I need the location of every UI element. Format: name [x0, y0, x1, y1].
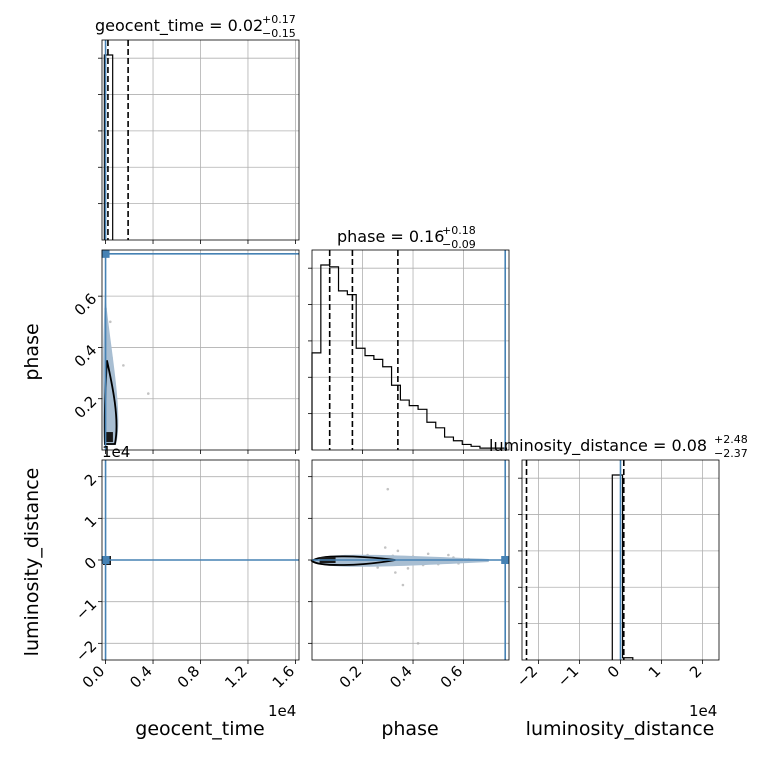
scatter-point-phase-luminosity_distance — [426, 552, 430, 556]
scatter-point-phase-luminosity_distance — [386, 487, 390, 491]
truth-marker-geocent_time-luminosity_distance — [101, 556, 110, 564]
panel-frame — [101, 459, 300, 661]
title-luminosity-distance-plus: +2.48 — [714, 433, 748, 446]
title-luminosity-distance-minus: −2.37 — [714, 447, 748, 460]
scatter-point-phase-luminosity_distance — [401, 583, 405, 587]
panel-frame — [521, 459, 720, 661]
title-phase-minus: −0.09 — [442, 238, 476, 251]
panel-frame — [101, 249, 300, 451]
scatter-point-geocent_time-phase — [109, 320, 112, 324]
offset-luminosity-distance-x: 1e4 — [689, 702, 717, 720]
title-phase-plus: +0.18 — [442, 224, 476, 237]
title-geocent-time: geocent_time = 0.02 — [95, 16, 263, 36]
grid-geocent_time-geocent_time — [102, 40, 299, 240]
offset-geocent-time: 1e4 — [268, 702, 296, 720]
truth-marker-phase-luminosity_distance — [501, 556, 510, 564]
grid-phase-phase — [312, 250, 509, 450]
offset-luminosity-distance-y: 1e4 — [102, 443, 130, 461]
contour-core — [104, 432, 113, 443]
scatter-point-phase-luminosity_distance — [416, 642, 420, 645]
scatter-point-phase-luminosity_distance — [447, 553, 450, 557]
histogram-luminosity_distance — [611, 474, 634, 660]
xlabel-phase: phase — [381, 718, 438, 740]
scatter-point-geocent_time-phase — [146, 392, 150, 395]
panel-frame — [101, 39, 300, 241]
title-geocent-time-minus: −0.15 — [262, 27, 296, 40]
panel-frame — [311, 249, 510, 451]
scatter-point-phase-luminosity_distance — [396, 549, 400, 553]
scatter-point-phase-luminosity_distance — [394, 571, 397, 574]
xlabel-luminosity-distance: luminosity_distance — [526, 718, 715, 740]
ylabel-luminosity-distance: luminosity_distance — [21, 468, 43, 657]
scatter-point-phase-luminosity_distance — [383, 546, 387, 549]
histogram-phase — [311, 264, 508, 450]
title-luminosity-distance: luminosity_distance = 0.08 — [489, 436, 707, 456]
title-geocent-time-plus: +0.17 — [262, 13, 296, 26]
scatter-point-phase-luminosity_distance — [376, 566, 379, 569]
scatter-point-geocent_time-phase — [122, 364, 125, 367]
panel-frame — [311, 459, 510, 661]
xlabel-geocent-time: geocent_time — [135, 718, 264, 740]
scatter-point-phase-luminosity_distance — [406, 567, 410, 570]
ylabel-phase: phase — [21, 323, 43, 380]
truth-marker-geocent_time-phase — [101, 249, 110, 258]
title-phase: phase = 0.16 — [337, 227, 444, 246]
